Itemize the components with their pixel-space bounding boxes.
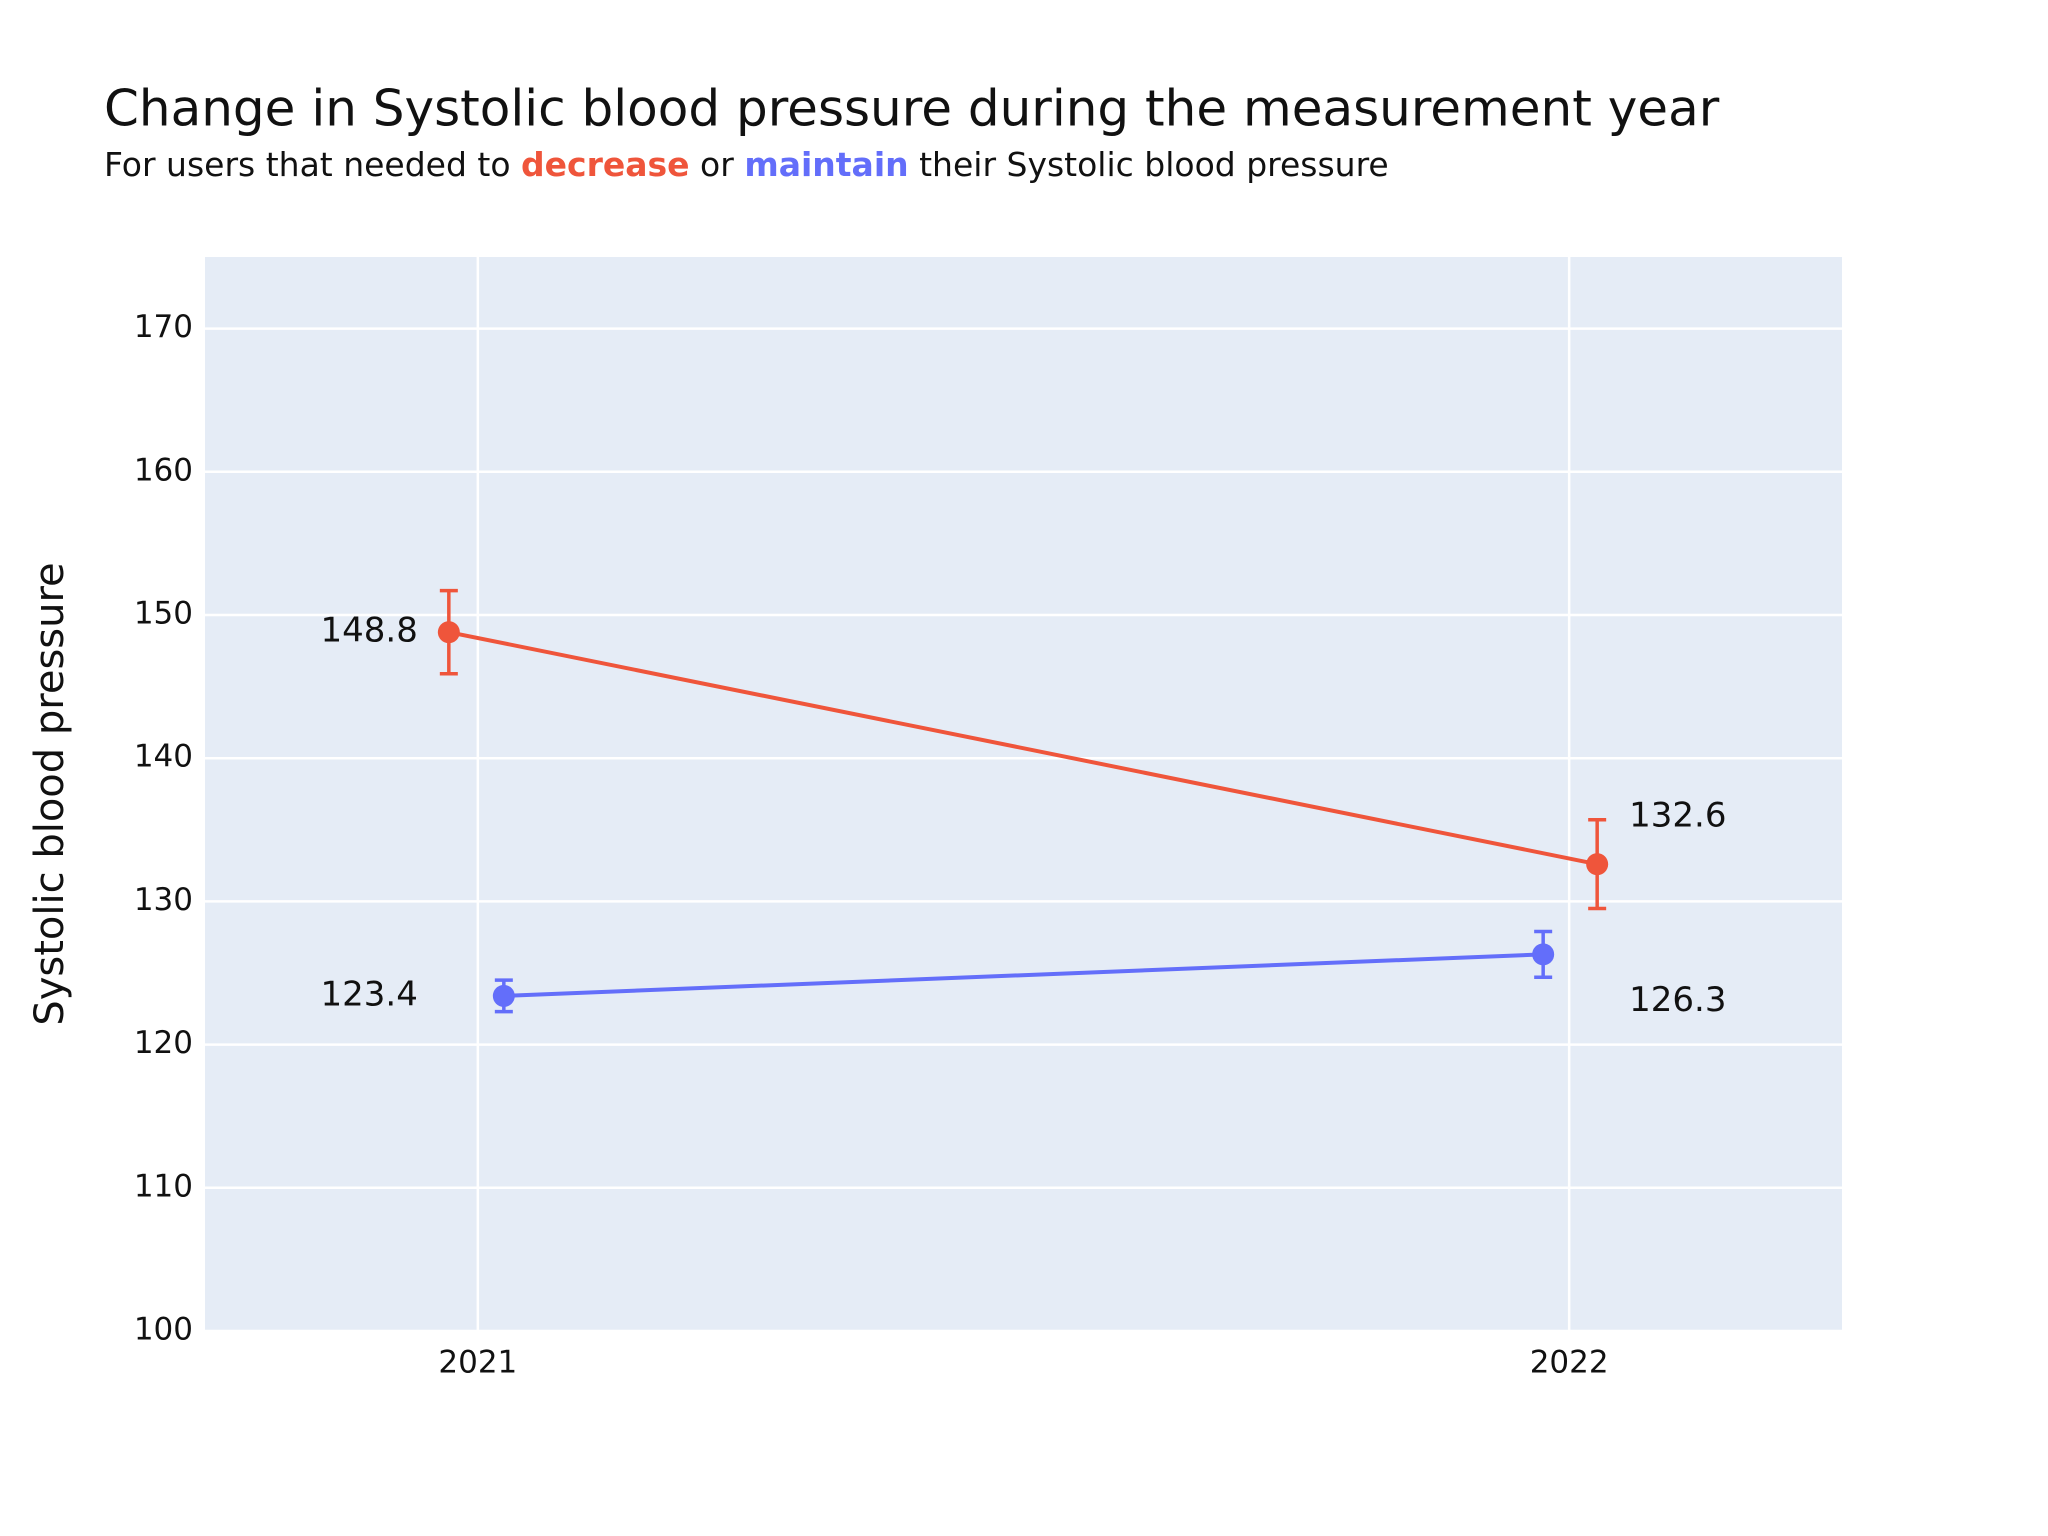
subtitle-part: For users that needed to (104, 145, 521, 184)
y-tick-label: 140 (134, 739, 193, 775)
chart-title: Change in Systolic blood pressure during… (104, 80, 1720, 138)
data-label: 123.4 (320, 974, 417, 1014)
subtitle-part: decrease (521, 145, 690, 184)
x-tick-label: 2021 (438, 1345, 517, 1381)
y-tick-label: 170 (134, 309, 193, 345)
data-point (437, 621, 460, 644)
series-line (448, 630, 1598, 867)
x-tick-label: 2022 (1530, 1345, 1609, 1381)
data-label: 148.8 (320, 611, 417, 651)
plot-background (205, 257, 1842, 1331)
y-tick-label: 120 (134, 1025, 193, 1061)
y-tick-label: 150 (134, 596, 193, 632)
series-line (503, 952, 1544, 998)
subtitle-part: maintain (744, 145, 908, 184)
y-tick-label: 130 (134, 882, 193, 918)
subtitle-part: their Systolic blood pressure (909, 145, 1389, 184)
y-axis-label: Systolic blood pressure (27, 562, 73, 1025)
subtitle-part: or (690, 145, 745, 184)
data-point (1532, 943, 1555, 966)
y-tick-label: 100 (134, 1312, 193, 1348)
y-tick-label: 160 (134, 452, 193, 488)
data-point (492, 984, 515, 1007)
data-label: 126.3 (1629, 980, 1726, 1020)
y-tick-label: 110 (134, 1168, 193, 1204)
data-point (1586, 853, 1609, 876)
chart-subtitle: For users that needed to decrease or mai… (104, 145, 1389, 184)
data-label: 132.6 (1629, 796, 1726, 836)
